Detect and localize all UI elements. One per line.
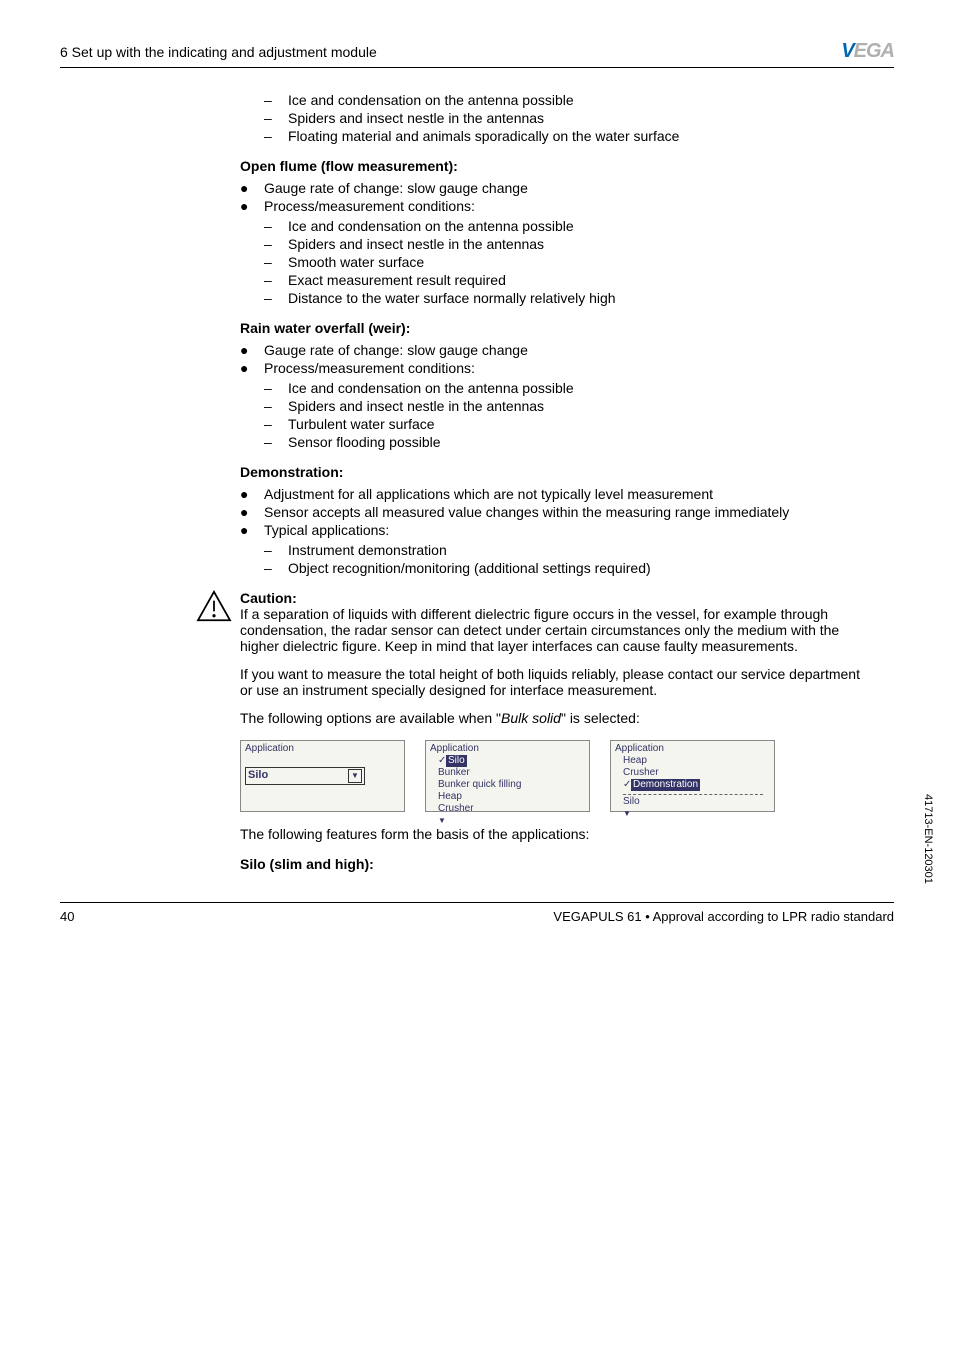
bullet-text: Sensor accepts all measured value change… [264, 504, 789, 520]
open-flume-heading: Open flume (flow measurement): [240, 158, 864, 174]
section-title: 6 Set up with the indicating and adjustm… [60, 44, 377, 60]
vega-logo: VEGA [841, 40, 894, 63]
list-text: Distance to the water surface normally r… [288, 290, 616, 306]
bullet-text: Adjustment for all applications which ar… [264, 486, 713, 502]
list-text: Ice and condensation on the antenna poss… [288, 92, 574, 108]
page-number: 40 [60, 909, 74, 924]
silo-heading: Silo (slim and high): [240, 856, 864, 872]
bullet-text: Process/measurement conditions: [264, 198, 475, 214]
lcd-screen-3: Application Heap Crusher ✓Demonstration … [610, 740, 775, 812]
silo-select[interactable]: Silo ▼ [245, 767, 365, 785]
page-header: 6 Set up with the indicating and adjustm… [60, 40, 894, 68]
demonstration-heading: Demonstration: [240, 464, 864, 480]
list-text: Exact measurement result required [288, 272, 506, 288]
lcd-screen-1: Application Silo ▼ [240, 740, 405, 812]
lcd-screens: Application Silo ▼ Application ✓Silo Bun… [240, 740, 864, 812]
list-text: Object recognition/monitoring (additiona… [288, 560, 651, 576]
list-text: Spiders and insect nestle in the antenna… [288, 398, 544, 414]
intro-sub-list: –Ice and condensation on the antenna pos… [264, 92, 864, 144]
caution-label: Caution: [240, 590, 297, 606]
list-text: Instrument demonstration [288, 542, 447, 558]
bullet-text: Gauge rate of change: slow gauge change [264, 180, 528, 196]
bullet-text: Process/measurement conditions: [264, 360, 475, 376]
doc-code-vertical: 41713-EN-120301 [922, 794, 934, 884]
page-footer: 40 VEGAPULS 61 • Approval according to L… [60, 902, 894, 924]
list-text: Spiders and insect nestle in the antenna… [288, 236, 544, 252]
list-text: Ice and condensation on the antenna poss… [288, 380, 574, 396]
list-text: Ice and condensation on the antenna poss… [288, 218, 574, 234]
caution-para-1: If a separation of liquids with differen… [240, 606, 864, 654]
list-text: Floating material and animals sporadical… [288, 128, 679, 144]
caution-icon [196, 590, 232, 698]
lcd-screen-2: Application ✓Silo Bunker Bunker quick fi… [425, 740, 590, 812]
list-text: Smooth water surface [288, 254, 424, 270]
list-text: Spiders and insect nestle in the antenna… [288, 110, 544, 126]
caution-para-2: If you want to measure the total height … [240, 666, 864, 698]
dropdown-arrow-icon: ▼ [348, 769, 362, 783]
rain-water-heading: Rain water overfall (weir): [240, 320, 864, 336]
features-intro: The following features form the basis of… [240, 826, 864, 842]
bullet-text: Typical applications: [264, 522, 389, 538]
list-text: Turbulent water surface [288, 416, 435, 432]
bulk-solid-intro: The following options are available when… [240, 710, 864, 726]
doc-title: VEGAPULS 61 • Approval according to LPR … [553, 909, 894, 924]
bullet-text: Gauge rate of change: slow gauge change [264, 342, 528, 358]
list-text: Sensor flooding possible [288, 434, 441, 450]
